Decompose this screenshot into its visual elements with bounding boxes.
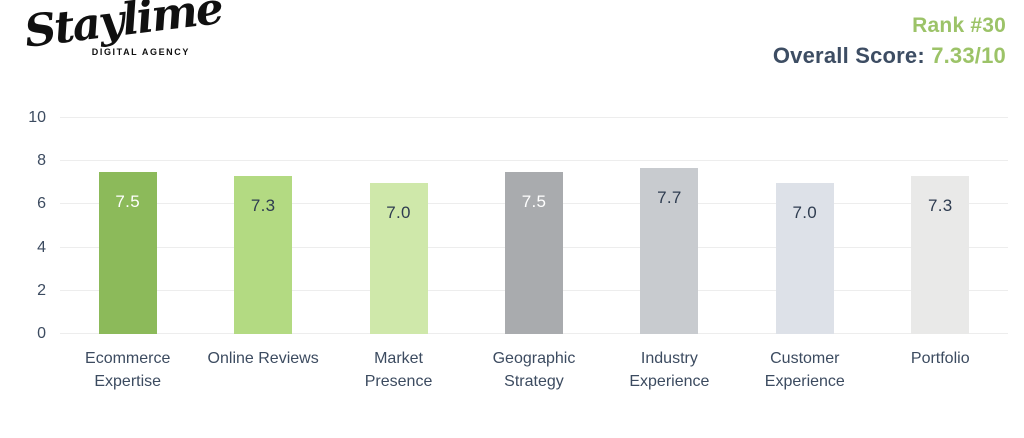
header: Staylime DIGITAL AGENCY Rank #30 Overall… (0, 0, 1024, 100)
x-axis-label-customer-experience: Customer Experience (764, 350, 845, 391)
y-axis-tick: 10 (28, 109, 46, 126)
bar-market-presence: 7.0 (369, 182, 428, 334)
bar-value-label: 7.5 (521, 192, 547, 211)
plot-area: 7.5 7.3 7.0 7.5 7.7 7.0 7.3 0 2 4 6 8 10 (28, 109, 1008, 342)
bar-geographic-strategy: 7.5 (504, 172, 563, 334)
bar-value-label: 7.3 (927, 196, 953, 216)
bar-customer-experience: 7.0 (775, 182, 834, 334)
score-summary: Rank #30 Overall Score: 7.33/10 (773, 14, 1006, 69)
x-axis-label-market-presence: Market Presence (364, 350, 433, 391)
bar-industry-experience: 7.7 (640, 167, 699, 334)
gridline (60, 160, 1008, 162)
bar-portfolio: 7.3 (911, 176, 970, 334)
rank-badge: Rank #30 (912, 14, 1006, 37)
bar-column-industry-experience: 7.7 (602, 118, 737, 334)
y-axis-tick: 6 (37, 195, 46, 213)
bar-value-label: 7.0 (386, 202, 411, 222)
bars: 7.5 7.3 7.0 7.5 7.7 7.0 7.3 (60, 118, 1008, 334)
staylime-logo: Staylime DIGITAL AGENCY (22, 0, 225, 58)
bar-ecommerce-expertise: 7.5 (98, 172, 157, 334)
logo-tagline: DIGITAL AGENCY (91, 47, 190, 57)
bar-column-ecommerce-expertise: 7.5 (60, 118, 195, 334)
bar-value-label: 7.5 (115, 192, 140, 211)
x-axis-labels: Ecommerce Expertise Online Reviews Market … (60, 347, 1008, 393)
y-axis-tick: 2 (37, 281, 46, 299)
bar-column-online-reviews: 7.3 (195, 118, 330, 334)
x-axis-label-online-reviews: Online Reviews (207, 350, 319, 367)
y-axis-tick: 0 (37, 325, 46, 342)
gridline (60, 117, 1008, 118)
x-axis-label-ecommerce-expertise: Ecommerce Expertise (85, 350, 171, 391)
y-axis-tick: 8 (37, 152, 46, 170)
bar-column-customer-experience: 7.0 (737, 118, 872, 334)
bar-value-label: 7.7 (657, 187, 682, 207)
x-axis-label-geographic-strategy: Geographic Strategy (492, 350, 576, 391)
bar-column-market-presence: 7.0 (331, 118, 466, 334)
bar-value-label: 7.0 (792, 202, 818, 222)
x-axis-label-portfolio: Portfolio (910, 350, 970, 367)
x-axis-label-industry-experience: Industry Experience (629, 350, 710, 391)
bar-online-reviews: 7.3 (234, 176, 293, 334)
y-axis-tick: 4 (37, 238, 46, 256)
overall-score: Overall Score: 7.33/10 (773, 43, 1006, 69)
bar-column-portfolio: 7.3 (873, 118, 1008, 334)
bar-column-geographic-strategy: 7.5 (466, 118, 601, 334)
overall-score-label: Overall Score: (772, 43, 932, 68)
bar-value-label: 7.3 (250, 196, 276, 216)
overall-score-value: 7.33/10 (931, 43, 1006, 68)
